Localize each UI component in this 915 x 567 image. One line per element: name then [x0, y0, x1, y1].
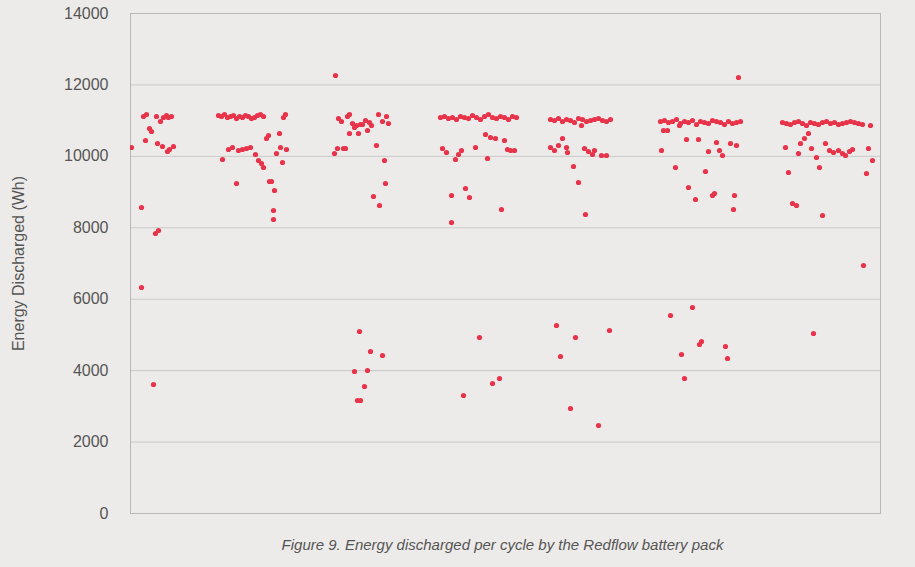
svg-text:12000: 12000 — [64, 76, 109, 93]
svg-text:4000: 4000 — [73, 362, 109, 379]
svg-text:8000: 8000 — [73, 219, 109, 236]
svg-text:2000: 2000 — [73, 433, 109, 450]
svg-text:6000: 6000 — [73, 290, 109, 307]
svg-text:14000: 14000 — [64, 5, 109, 22]
svg-text:Energy Discharged (Wh): Energy Discharged (Wh) — [10, 176, 27, 351]
html-text:Figure 9. Energy discharged pe: Figure 9. Energy discharged per cycle by… — [281, 536, 724, 553]
svg-text:0: 0 — [100, 505, 109, 522]
svg-text:10000: 10000 — [64, 147, 109, 164]
